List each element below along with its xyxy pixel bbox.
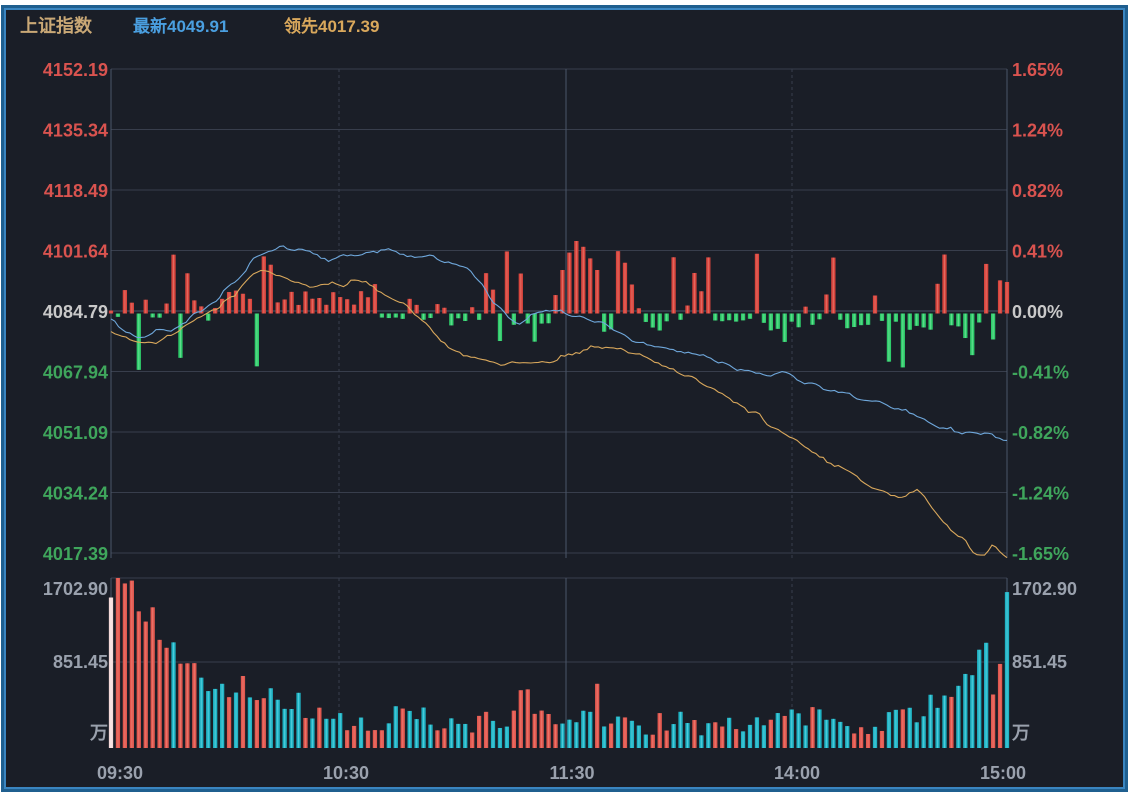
svg-text:1.24%: 1.24% [1012, 121, 1063, 141]
svg-text:14:00: 14:00 [774, 763, 820, 783]
svg-text:-1.65%: -1.65% [1012, 544, 1069, 564]
svg-text:0.00%: 0.00% [1012, 302, 1063, 322]
svg-text:4067.94: 4067.94 [43, 363, 108, 383]
svg-text:万: 万 [89, 723, 108, 743]
svg-text:1702.90: 1702.90 [1012, 579, 1077, 599]
svg-text:-0.41%: -0.41% [1012, 363, 1069, 383]
svg-text:领先4017.39: 领先4017.39 [284, 16, 379, 36]
svg-text:4017.39: 4017.39 [43, 544, 108, 564]
svg-text:4152.19: 4152.19 [43, 60, 108, 80]
svg-text:09:30: 09:30 [97, 763, 143, 783]
svg-text:4101.64: 4101.64 [43, 242, 108, 262]
svg-text:4118.49: 4118.49 [44, 181, 108, 201]
svg-text:4051.09: 4051.09 [43, 423, 108, 443]
svg-text:851.45: 851.45 [1012, 652, 1067, 672]
svg-text:最新4049.91: 最新4049.91 [133, 16, 228, 36]
svg-text:上证指数: 上证指数 [20, 15, 93, 36]
svg-text:0.82%: 0.82% [1012, 181, 1063, 201]
svg-text:851.45: 851.45 [53, 652, 108, 672]
svg-text:4135.34: 4135.34 [43, 121, 108, 141]
svg-text:15:00: 15:00 [980, 763, 1026, 783]
svg-text:4034.24: 4034.24 [43, 484, 108, 504]
svg-text:-0.82%: -0.82% [1012, 423, 1069, 443]
svg-text:4084.79: 4084.79 [43, 302, 108, 322]
svg-text:11:30: 11:30 [549, 763, 594, 783]
svg-text:1702.90: 1702.90 [43, 579, 108, 599]
svg-text:1.65%: 1.65% [1012, 60, 1063, 80]
svg-text:10:30: 10:30 [323, 763, 369, 783]
svg-text:-1.24%: -1.24% [1012, 484, 1069, 504]
svg-text:0.41%: 0.41% [1012, 242, 1063, 262]
svg-text:万: 万 [1011, 723, 1030, 743]
